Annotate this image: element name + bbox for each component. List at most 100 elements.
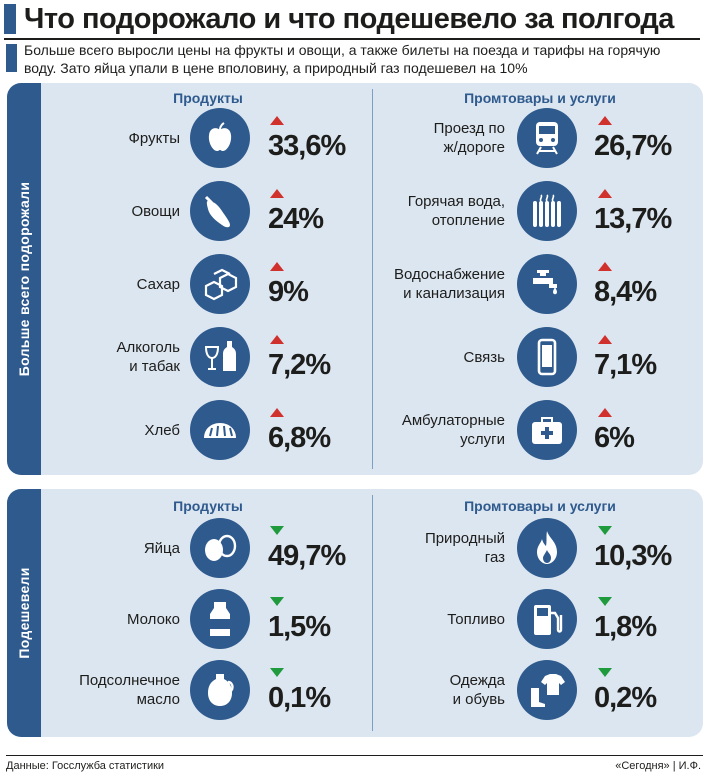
title-rule xyxy=(4,38,700,40)
increase-arrow-icon xyxy=(598,262,612,271)
faucet-icon xyxy=(517,254,577,314)
increase-arrow-icon xyxy=(270,335,284,344)
item-label-text: Хлеб xyxy=(144,421,180,439)
item-value: 0,2% xyxy=(594,682,657,714)
subtitle-line-2: воду. Зато яйца упали в цене вполовину, … xyxy=(24,60,528,76)
item-label: Алкоголь и табак xyxy=(30,327,180,387)
decrease-arrow-icon xyxy=(598,526,612,535)
item-value: 13,7% xyxy=(594,203,672,235)
item-value: 6,8% xyxy=(268,422,331,454)
eggplant-icon xyxy=(190,181,250,241)
oil-jug-icon xyxy=(190,660,250,720)
item-label: Овощи xyxy=(30,181,180,241)
column-header: Продукты xyxy=(173,90,243,106)
item-label: Проезд по ж/дороге xyxy=(355,108,505,168)
item-label-text: Связь xyxy=(463,348,505,366)
item-label: Природный газ xyxy=(355,518,505,578)
decrease-arrow-icon xyxy=(270,668,284,677)
item-label-text: Овощи xyxy=(131,202,180,220)
item-value: 8,4% xyxy=(594,276,657,308)
item-label: Водоснабжение и канализация xyxy=(355,254,505,314)
item-label: Молоко xyxy=(30,589,180,649)
item-value: 1,5% xyxy=(268,611,331,643)
item-label-text: Амбулаторные услуги xyxy=(401,412,505,448)
medkit-icon xyxy=(517,400,577,460)
panel-fell: Подешевели xyxy=(7,489,703,737)
item-value: 9% xyxy=(268,276,309,308)
item-value: 33,6% xyxy=(268,130,346,162)
item-label: Горячая вода, отопление xyxy=(355,181,505,241)
title-bar: Что подорожало и что подешевело за полго… xyxy=(4,2,700,36)
item-label-text: Молоко xyxy=(126,610,180,628)
column-header: Продукты xyxy=(173,498,243,514)
section-label-rose: Больше всего подорожали xyxy=(7,83,41,475)
flame-icon xyxy=(517,518,577,578)
item-value: 7,1% xyxy=(594,349,657,381)
item-label-text: Топливо xyxy=(447,610,505,628)
item-value: 0,1% xyxy=(268,682,331,714)
column-divider xyxy=(372,495,373,731)
item-value: 24% xyxy=(268,203,324,235)
page-title: Что подорожало и что подешевело за полго… xyxy=(24,2,674,35)
source-note: Данные: Госслужба статистики xyxy=(6,760,165,772)
increase-arrow-icon xyxy=(270,189,284,198)
panel-rose-most: Больше всего подорожали xyxy=(7,83,703,475)
item-value: 6% xyxy=(594,422,635,454)
item-label-text: Горячая вода, отопление xyxy=(407,193,505,229)
item-label: Яйца xyxy=(30,518,180,578)
item-label-text: Природный газ xyxy=(424,530,505,566)
eggs-icon xyxy=(190,518,250,578)
item-label-text: Подсолнечное масло xyxy=(79,672,180,708)
item-label: Амбулаторные услуги xyxy=(355,400,505,460)
footer-rule xyxy=(6,755,703,756)
increase-arrow-icon xyxy=(270,408,284,417)
radiator-icon xyxy=(517,181,577,241)
increase-arrow-icon xyxy=(598,408,612,417)
credit-note: «Сегодня» | И.Ф. xyxy=(615,760,701,772)
item-label-text: Яйца xyxy=(143,539,180,557)
item-value: 7,2% xyxy=(268,349,331,381)
increase-arrow-icon xyxy=(270,262,284,271)
column-divider xyxy=(372,89,373,469)
increase-arrow-icon xyxy=(270,116,284,125)
item-label-text: Водоснабжение и канализация xyxy=(393,266,505,302)
item-label: Подсолнечное масло xyxy=(30,660,180,720)
subtitle-line-1: Больше всего выросли цены на фрукты и ов… xyxy=(24,42,661,58)
decrease-arrow-icon xyxy=(270,526,284,535)
item-label: Хлеб xyxy=(30,400,180,460)
column-header: Промтовары и услуги xyxy=(464,90,616,106)
subtitle-marker xyxy=(6,44,17,72)
increase-arrow-icon xyxy=(598,335,612,344)
section-label-fell: Подешевели xyxy=(7,489,41,737)
bread-icon xyxy=(190,400,250,460)
column-header: Промтовары и услуги xyxy=(464,498,616,514)
item-label: Сахар xyxy=(30,254,180,314)
item-label-text: Сахар xyxy=(136,275,180,293)
item-label-text: Одежда и обувь xyxy=(449,672,505,708)
subtitle: Больше всего выросли цены на фрукты и ов… xyxy=(24,41,704,77)
item-value: 26,7% xyxy=(594,130,672,162)
item-label: Связь xyxy=(355,327,505,387)
sugar-cubes-icon xyxy=(190,254,250,314)
apple-icon xyxy=(190,108,250,168)
phone-icon xyxy=(517,327,577,387)
item-label-text: Фрукты xyxy=(128,129,180,147)
item-label: Топливо xyxy=(355,589,505,649)
item-value: 10,3% xyxy=(594,540,672,572)
item-label-text: Проезд по ж/дороге xyxy=(433,120,505,156)
decrease-arrow-icon xyxy=(270,597,284,606)
increase-arrow-icon xyxy=(598,116,612,125)
milk-bottle-icon xyxy=(190,589,250,649)
item-label: Одежда и обувь xyxy=(355,660,505,720)
title-marker xyxy=(4,4,16,34)
decrease-arrow-icon xyxy=(598,597,612,606)
fuel-pump-icon xyxy=(517,589,577,649)
item-value: 1,8% xyxy=(594,611,657,643)
train-icon xyxy=(517,108,577,168)
increase-arrow-icon xyxy=(598,189,612,198)
decrease-arrow-icon xyxy=(598,668,612,677)
item-label-text: Алкоголь и табак xyxy=(116,339,180,375)
wine-bottle-icon xyxy=(190,327,250,387)
clothes-icon xyxy=(517,660,577,720)
item-value: 49,7% xyxy=(268,540,346,572)
